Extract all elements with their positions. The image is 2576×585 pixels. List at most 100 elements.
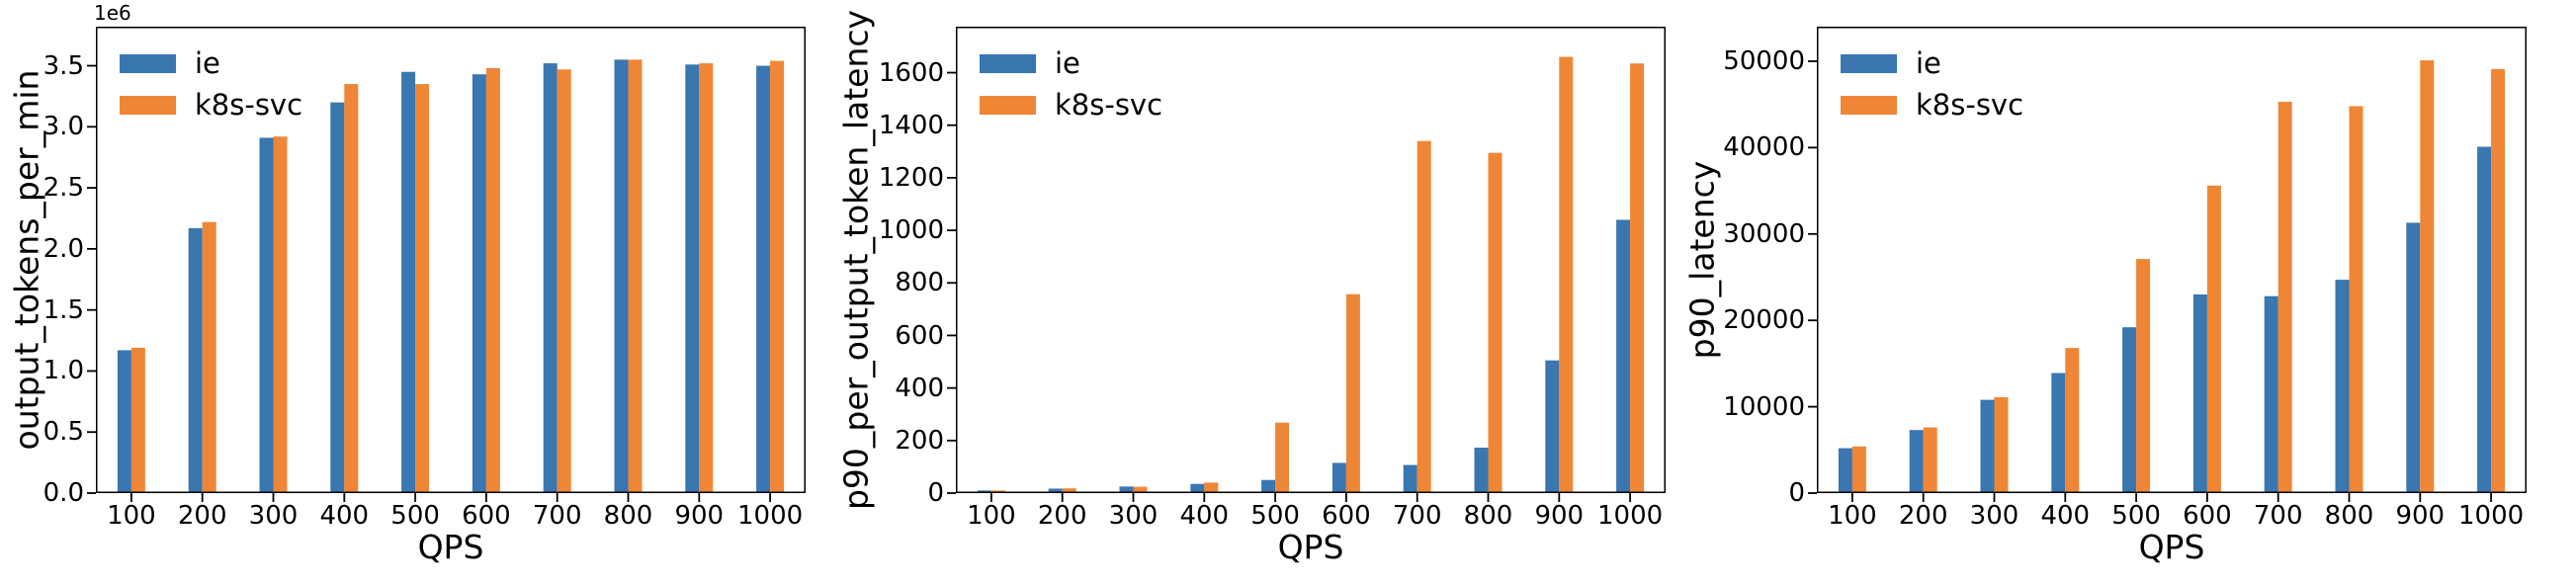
x-tick-label: 200 (177, 501, 227, 531)
x-tick-label: 400 (2040, 501, 2091, 531)
y-tick-label: 3.5 (43, 50, 84, 81)
x-tick-label: 200 (1037, 501, 1087, 531)
bar-k8s-svc-qps-500 (2136, 259, 2151, 493)
legend: ie k8s-svc (120, 48, 302, 121)
y-tick-label: 10000 (1723, 391, 1805, 422)
bar-ie-qps-1000 (1616, 219, 1631, 493)
bar-k8s-svc-qps-600 (2206, 185, 2221, 493)
x-axis-label-qps: QPS (2138, 528, 2205, 566)
legend-entry-k8s-svc: k8s-svc (1841, 90, 2023, 121)
bar-ie-qps-400 (1190, 483, 1205, 493)
bar-ie-qps-500 (2122, 327, 2137, 493)
legend-label-ie: ie (1055, 46, 1080, 80)
bar-k8s-svc-qps-700 (557, 69, 571, 493)
bar-k8s-svc-qps-1000 (770, 60, 785, 493)
x-tick-label: 800 (603, 501, 653, 531)
legend-label-k8s-svc: k8s-svc (1055, 88, 1163, 122)
y-tick-label: 50000 (1723, 46, 1805, 76)
x-tick-label: 300 (248, 501, 299, 531)
x-tick-label: 700 (1392, 501, 1442, 531)
bar-k8s-svc-qps-500 (415, 84, 430, 493)
y-tick-label: 0.5 (43, 417, 84, 448)
bar-k8s-svc-qps-900 (2420, 60, 2435, 494)
bar-ie-qps-1000 (756, 65, 771, 493)
x-tick-label: 500 (1250, 501, 1300, 531)
x-tick-label: 500 (2111, 501, 2161, 531)
axes-spines (1817, 27, 2527, 493)
legend-swatch-ie (1841, 54, 1897, 73)
x-tick-label: 400 (1179, 501, 1230, 531)
bar-ie-qps-1000 (2477, 146, 2492, 493)
bar-k8s-svc-qps-300 (1994, 396, 2009, 493)
y-tick-label: 1000 (878, 215, 944, 246)
y-tick-label: 30000 (1723, 218, 1805, 249)
bar-k8s-svc-qps-100 (1851, 446, 1866, 493)
y-tick-label: 1400 (878, 110, 944, 140)
x-tick-label: 400 (319, 501, 370, 531)
bar-k8s-svc-qps-300 (1133, 486, 1148, 493)
y-axis-offset-text: 1e6 (94, 1, 131, 25)
bar-k8s-svc-qps-900 (1559, 56, 1574, 493)
bar-k8s-svc-qps-400 (2065, 348, 2080, 493)
y-tick-label: 3.0 (43, 112, 84, 142)
bar-ie-qps-600 (472, 74, 486, 493)
legend-entry-k8s-svc: k8s-svc (120, 90, 302, 121)
x-tick-label: 600 (462, 501, 511, 531)
legend: ie k8s-svc (1841, 48, 2023, 121)
bars-canvas (87, 27, 806, 502)
bar-k8s-svc-qps-800 (2349, 106, 2363, 493)
y-tick-label: 40000 (1723, 132, 1805, 163)
bar-ie-qps-700 (2264, 295, 2278, 493)
legend-entry-ie: ie (980, 48, 1162, 79)
y-tick-label: 200 (895, 425, 944, 456)
legend-label-k8s-svc: k8s-svc (195, 88, 303, 122)
axes-spines (96, 27, 806, 493)
x-tick-label: 700 (532, 501, 582, 531)
legend-entry-ie: ie (1841, 48, 2023, 79)
legend-label-k8s-svc: k8s-svc (1916, 88, 2024, 122)
x-tick-label: 800 (1463, 501, 1513, 531)
bar-ie-qps-800 (1474, 448, 1489, 493)
legend: ie k8s-svc (980, 48, 1162, 121)
bar-k8s-svc-qps-1000 (2491, 68, 2506, 493)
bar-k8s-svc-qps-1000 (1630, 63, 1645, 494)
bar-k8s-svc-qps-400 (1204, 482, 1219, 493)
bar-ie-qps-900 (2406, 222, 2421, 493)
legend-entry-k8s-svc: k8s-svc (980, 90, 1162, 121)
y-axis-label-p90-per-output-token-latency: p90_per_output_token_latency (836, 9, 876, 511)
x-tick-label: 100 (967, 501, 1016, 531)
y-axis-label-p90-latency: p90_latency (1682, 160, 1722, 360)
bar-k8s-svc-qps-800 (1488, 152, 1503, 493)
bar-ie-qps-100 (117, 350, 131, 493)
bar-ie-qps-800 (614, 59, 629, 494)
x-tick-label: 500 (390, 501, 440, 531)
legend-swatch-k8s-svc (980, 96, 1036, 115)
x-tick-label: 600 (2183, 501, 2232, 531)
y-tick-label: 2.5 (43, 173, 84, 204)
legend-swatch-ie (980, 54, 1036, 73)
legend-swatch-k8s-svc (1841, 96, 1897, 115)
x-tick-label: 700 (2253, 501, 2303, 531)
legend-swatch-ie (120, 54, 176, 73)
bar-ie-qps-300 (1119, 486, 1134, 493)
x-tick-label: 1000 (1597, 501, 1664, 531)
plot-area: ie k8s-svc 0.0 0.5 1.0 1.5 2.0 2.5 3.0 3.5 100 20… (43, 27, 806, 529)
bar-ie-qps-600 (2192, 293, 2207, 493)
bar-k8s-svc-qps-900 (699, 63, 714, 493)
bar-ie-qps-200 (1909, 430, 1924, 493)
bar-ie-qps-600 (1331, 462, 1346, 493)
x-tick-label: 300 (1969, 501, 2019, 531)
y-tick-label: 20000 (1723, 305, 1805, 336)
bar-ie-qps-900 (685, 64, 700, 494)
bar-k8s-svc-qps-700 (1417, 140, 1431, 494)
y-tick-label: 1.5 (43, 294, 84, 325)
y-tick-label: 600 (895, 320, 944, 351)
bar-ie-qps-500 (1261, 479, 1276, 493)
x-tick-label: 300 (1108, 501, 1159, 531)
y-tick-label: 1600 (878, 57, 944, 88)
bar-k8s-svc-qps-700 (2277, 102, 2292, 493)
bar-k8s-svc-qps-200 (1062, 488, 1076, 493)
x-tick-label: 800 (2324, 501, 2374, 531)
